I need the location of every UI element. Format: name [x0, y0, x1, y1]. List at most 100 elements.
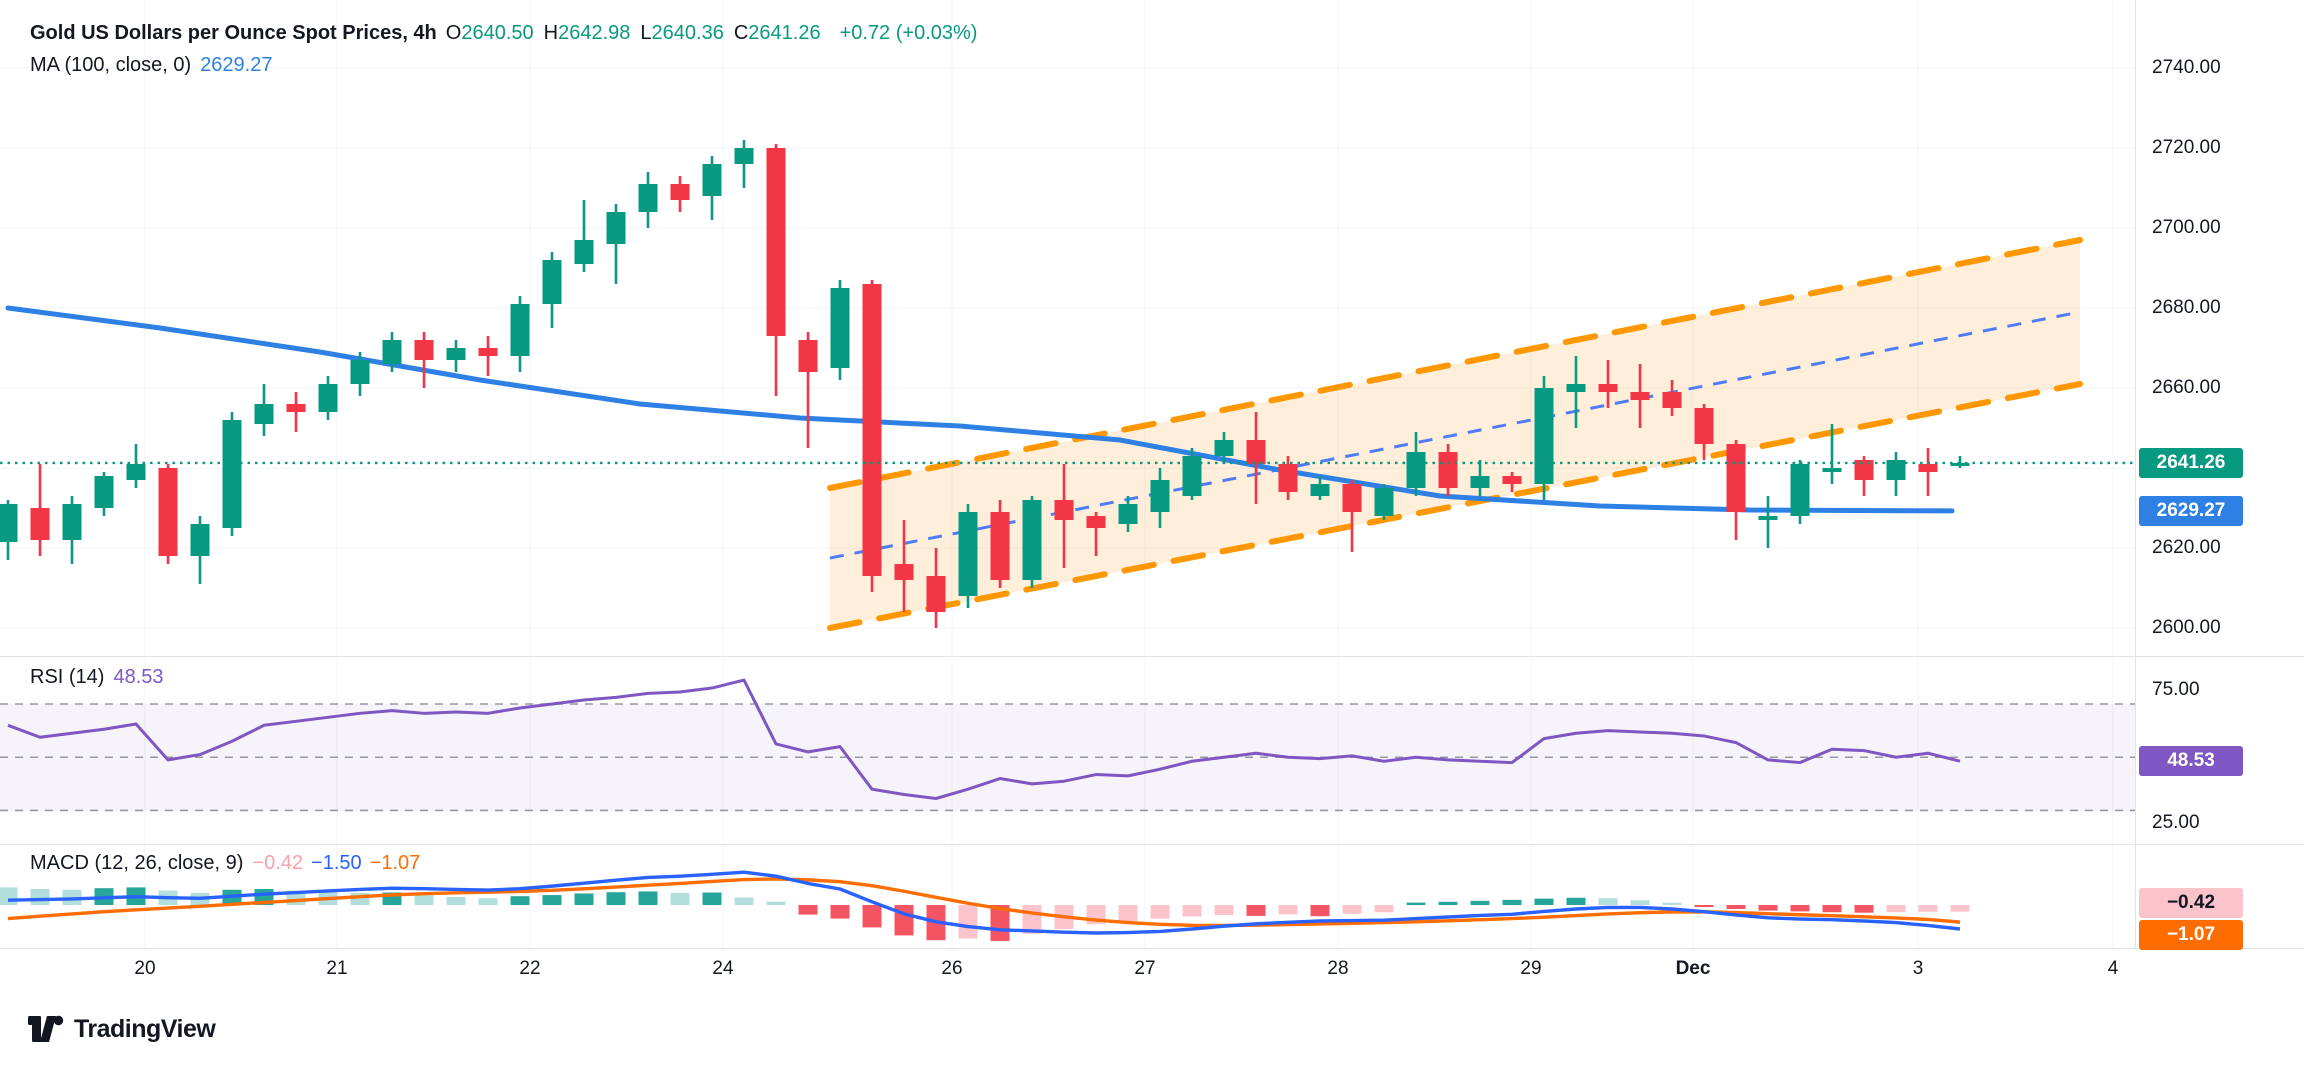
candle-body[interactable] — [190, 524, 210, 556]
candle-body[interactable] — [734, 148, 754, 164]
macd-histogram-bar[interactable] — [1278, 905, 1298, 915]
candle-body[interactable] — [1918, 464, 1938, 472]
candle-body[interactable] — [958, 512, 978, 596]
macd-histogram-bar[interactable] — [830, 905, 850, 919]
macd-histogram-bar[interactable] — [1342, 905, 1362, 914]
candle-body[interactable] — [1502, 476, 1522, 484]
macd-histogram-bar[interactable] — [1502, 899, 1522, 905]
candle-body[interactable] — [1054, 500, 1074, 520]
candle-body[interactable] — [670, 184, 690, 200]
macd-histogram-bar[interactable] — [30, 889, 50, 905]
macd-histogram-bar[interactable] — [1214, 905, 1234, 915]
candle-body[interactable] — [1854, 460, 1874, 480]
candle-body[interactable] — [1598, 384, 1618, 392]
rsi-legend[interactable]: RSI (14) 48.53 — [30, 666, 164, 689]
macd-histogram-bar[interactable] — [1246, 905, 1266, 916]
candle-body[interactable] — [1374, 488, 1394, 516]
macd-histogram-bar[interactable] — [1950, 905, 1970, 912]
candle-body[interactable] — [222, 420, 242, 528]
macd-histogram-bar[interactable] — [1438, 901, 1458, 905]
candle-body[interactable] — [446, 348, 466, 360]
candle-body[interactable] — [414, 340, 434, 360]
candle-body[interactable] — [126, 464, 146, 480]
macd-histogram-bar[interactable] — [1470, 900, 1490, 905]
candle-body[interactable] — [254, 404, 274, 424]
macd-histogram-bar[interactable] — [1662, 902, 1682, 905]
channel-upper-line[interactable] — [827, 237, 2083, 491]
candle-body[interactable] — [286, 404, 306, 412]
macd-histogram-bar[interactable] — [766, 901, 786, 905]
candle-body[interactable] — [638, 184, 658, 212]
macd-histogram-bar[interactable] — [638, 891, 658, 905]
macd-histogram-bar[interactable] — [1726, 905, 1746, 909]
macd-histogram-bar[interactable] — [990, 905, 1010, 941]
candle-body[interactable] — [1726, 444, 1746, 512]
macd-histogram-bar[interactable] — [958, 905, 978, 939]
macd-histogram-bar[interactable] — [670, 893, 690, 905]
candle-body[interactable] — [766, 148, 786, 336]
macd-histogram-bar[interactable] — [1822, 905, 1842, 913]
candle-body[interactable] — [1022, 500, 1042, 580]
candle-body[interactable] — [1086, 516, 1106, 528]
candle-body[interactable] — [798, 340, 818, 372]
macd-line[interactable] — [7, 870, 1961, 935]
ma-legend[interactable]: MA (100, close, 0) 2629.27 — [30, 54, 272, 77]
macd-histogram-bar[interactable] — [574, 893, 594, 905]
candle-body[interactable] — [894, 564, 914, 580]
macd-histogram-bar[interactable] — [1534, 898, 1554, 905]
macd-histogram-bar[interactable] — [478, 898, 498, 905]
candle-body[interactable] — [1406, 452, 1426, 488]
candle-body[interactable] — [478, 348, 498, 356]
candle-body[interactable] — [62, 504, 82, 540]
macd-signal-line[interactable] — [7, 877, 1961, 928]
macd-histogram-bar[interactable] — [414, 895, 434, 905]
candle-body[interactable] — [1822, 468, 1842, 472]
candle-body[interactable] — [574, 240, 594, 264]
candle-body[interactable] — [1310, 484, 1330, 496]
pane-separator-macd[interactable] — [0, 844, 2304, 845]
macd-histogram-bar[interactable] — [798, 905, 818, 915]
macd-histogram-bar[interactable] — [1310, 905, 1330, 917]
macd-histogram-bar[interactable] — [542, 895, 562, 905]
macd-histogram-bar[interactable] — [1694, 905, 1714, 907]
candle-body[interactable] — [94, 476, 114, 508]
candle-body[interactable] — [1886, 460, 1906, 480]
candle-body[interactable] — [350, 360, 370, 384]
macd-histogram-bar[interactable] — [1598, 898, 1618, 905]
macd-histogram-bar[interactable] — [1182, 905, 1202, 917]
candle-body[interactable] — [1630, 392, 1650, 400]
candle-body[interactable] — [830, 288, 850, 368]
candle-body[interactable] — [1470, 476, 1490, 488]
candle-body[interactable] — [1246, 440, 1266, 464]
macd-histogram-bar[interactable] — [510, 896, 530, 905]
candle-body[interactable] — [990, 512, 1010, 580]
channel-lower-line[interactable] — [827, 381, 2083, 631]
rsi-line[interactable] — [7, 678, 1961, 801]
candle-body[interactable] — [1182, 456, 1202, 496]
macd-histogram-bar[interactable] — [1566, 897, 1586, 905]
candle-body[interactable] — [382, 340, 402, 364]
candle-body[interactable] — [1118, 504, 1138, 524]
candle-body[interactable] — [0, 504, 18, 542]
symbol-title[interactable]: Gold US Dollars per Ounce Spot Prices, 4… — [30, 22, 437, 44]
candle-body[interactable] — [30, 508, 50, 540]
candle-body[interactable] — [542, 260, 562, 304]
candle-body[interactable] — [510, 304, 530, 356]
macd-histogram-bar[interactable] — [1854, 905, 1874, 913]
macd-histogram-bar[interactable] — [1406, 902, 1426, 905]
candle-body[interactable] — [1214, 440, 1234, 456]
macd-histogram-bar[interactable] — [734, 897, 754, 905]
macd-histogram-bar[interactable] — [446, 897, 466, 905]
candle-body[interactable] — [1534, 388, 1554, 484]
macd-histogram-bar[interactable] — [1918, 905, 1938, 912]
macd-histogram-bar[interactable] — [1790, 905, 1810, 912]
tradingview-logo[interactable]: TradingView — [28, 1014, 216, 1044]
candle-body[interactable] — [1438, 452, 1458, 488]
ma100-line[interactable] — [5, 305, 1955, 514]
candle-body[interactable] — [1566, 384, 1586, 392]
candle-body[interactable] — [1150, 480, 1170, 512]
pane-separator-rsi[interactable] — [0, 656, 2304, 657]
macd-histogram-bar[interactable] — [1886, 905, 1906, 913]
macd-histogram-bar[interactable] — [1150, 905, 1170, 919]
candle-body[interactable] — [606, 212, 626, 244]
